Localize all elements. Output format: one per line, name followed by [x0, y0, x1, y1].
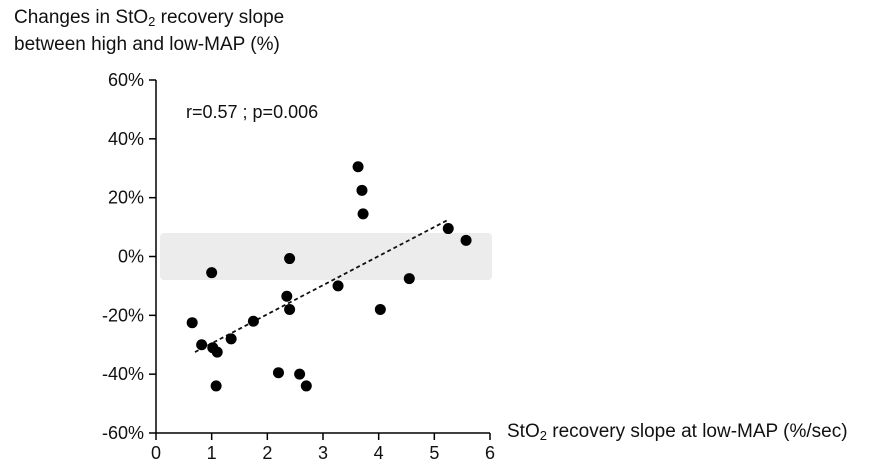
points-layer: [186, 161, 472, 392]
y-tick-label: -40%: [102, 364, 144, 384]
x-tick-label: 3: [318, 443, 328, 463]
x-tick-label: 0: [151, 443, 161, 463]
data-point: [403, 273, 415, 285]
data-point: [247, 315, 259, 327]
y-axis-title-line1: Changes in StO2 recovery slope: [14, 7, 285, 29]
data-point: [210, 380, 222, 392]
data-point: [211, 346, 223, 358]
data-point: [284, 253, 296, 265]
data-point: [206, 267, 218, 279]
data-point: [272, 367, 284, 379]
axes-layer: 60% 40% 20% 0% -20% -40% -60% 0 1 2 3 4 5 6: [102, 70, 495, 463]
data-point: [460, 234, 472, 246]
data-point: [196, 339, 208, 351]
data-point: [225, 333, 237, 345]
trend-line: [194, 218, 449, 353]
data-point: [352, 161, 364, 173]
x-tick-label: 6: [485, 443, 495, 463]
data-point: [294, 368, 306, 380]
y-axis-title: Changes in StO2 recovery slope between h…: [14, 4, 284, 58]
x-tick-label: 1: [207, 443, 217, 463]
data-point: [281, 290, 293, 302]
y-tick-label: -20%: [102, 305, 144, 325]
x-axis-title: StO2 recovery slope at low-MAP (%/sec): [507, 421, 848, 443]
x-tick-label: 4: [374, 443, 384, 463]
data-point: [356, 184, 368, 196]
data-point: [300, 380, 312, 392]
data-point: [284, 303, 296, 315]
trend-line-layer: [194, 218, 449, 353]
y-tick-label: 40%: [108, 129, 144, 149]
y-tick-label: 60%: [108, 70, 144, 90]
data-point: [442, 223, 454, 235]
x-tick-label: 2: [262, 443, 272, 463]
y-tick-label: 20%: [108, 188, 144, 208]
correlation-annotation: r=0.57 ; p=0.006: [186, 102, 318, 122]
y-tick-label: 0%: [118, 247, 144, 267]
data-point: [374, 303, 386, 315]
data-point: [332, 280, 344, 292]
y-tick-label: -60%: [102, 423, 144, 443]
reference-band-layer: [160, 232, 492, 281]
x-tick-label: 5: [429, 443, 439, 463]
y-axis-title-line2: between high and low-MAP (%): [14, 34, 280, 55]
reference-band: [160, 232, 492, 281]
data-point: [186, 317, 198, 329]
data-point: [357, 208, 369, 220]
